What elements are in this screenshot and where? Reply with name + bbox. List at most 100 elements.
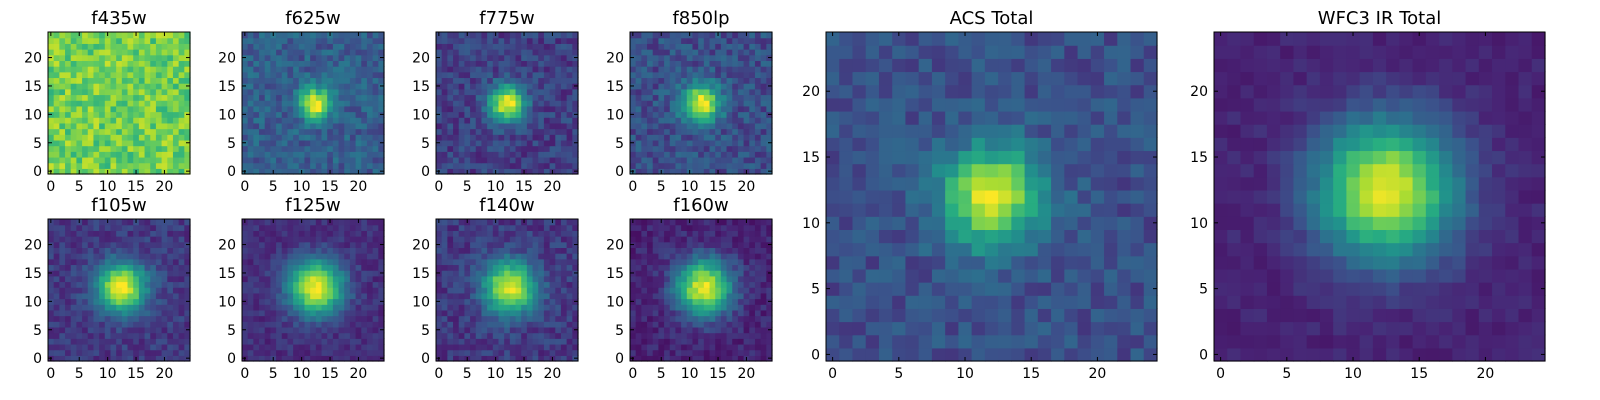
heatmap-cell xyxy=(470,168,477,175)
heatmap-cell xyxy=(53,230,60,237)
heatmap-cell xyxy=(327,309,334,317)
heatmap-cell xyxy=(155,94,163,101)
heatmap-cell xyxy=(475,355,483,362)
heatmap-cell xyxy=(658,292,665,300)
heatmap-cell xyxy=(555,349,562,356)
heatmap-cell xyxy=(572,287,579,294)
heatmap-cell xyxy=(458,236,465,243)
heatmap-cell xyxy=(344,60,351,67)
heatmap-cell xyxy=(76,349,83,356)
heatmap-cell xyxy=(321,88,328,96)
heatmap-cell xyxy=(726,111,733,118)
heatmap-cell xyxy=(453,111,460,118)
heatmap-cell xyxy=(498,304,505,311)
heatmap-cell xyxy=(630,304,637,311)
heatmap-cell xyxy=(720,281,728,288)
heatmap-cell xyxy=(70,275,77,283)
heatmap-cell xyxy=(247,122,254,130)
heatmap-cell xyxy=(366,32,374,39)
heatmap-cell xyxy=(532,241,539,248)
heatmap-cell xyxy=(458,43,465,50)
heatmap-cell xyxy=(470,219,477,226)
heatmap-cell xyxy=(338,304,345,311)
heatmap-cell xyxy=(349,270,357,277)
heatmap-cell xyxy=(641,332,648,339)
heatmap-cell xyxy=(378,117,385,124)
heatmap-cell xyxy=(259,224,266,231)
heatmap-cell xyxy=(470,355,477,362)
heatmap-cell xyxy=(172,162,180,169)
heatmap-cell xyxy=(664,117,671,124)
heatmap-cell xyxy=(349,298,357,305)
x-tick-label: 20 xyxy=(350,366,368,382)
heatmap-cell xyxy=(110,253,117,260)
heatmap-cell xyxy=(310,292,317,300)
heatmap-cell xyxy=(366,49,374,56)
heatmap-cell xyxy=(121,168,129,175)
heatmap-cell xyxy=(760,139,767,147)
heatmap-cell xyxy=(441,241,448,248)
heatmap-cell xyxy=(242,134,249,141)
heatmap-cell xyxy=(441,281,448,288)
heatmap-cell xyxy=(669,326,677,334)
heatmap-cell xyxy=(65,287,72,294)
heatmap-cell xyxy=(492,145,500,152)
heatmap-cell xyxy=(504,292,511,300)
heatmap-cell xyxy=(82,332,89,339)
heatmap-cell xyxy=(178,247,185,254)
heatmap-cell xyxy=(270,264,277,271)
heatmap-cell xyxy=(304,134,311,141)
heatmap-cell xyxy=(492,71,500,79)
heatmap-cell xyxy=(515,83,522,90)
heatmap-cell xyxy=(310,43,317,50)
heatmap-cell xyxy=(172,43,180,50)
heatmap-cell xyxy=(93,298,100,305)
heatmap-cell xyxy=(321,43,328,50)
heatmap-cell xyxy=(349,145,357,152)
x-tick-label: 0 xyxy=(240,366,249,382)
heatmap-cell xyxy=(150,287,157,294)
heatmap-cell xyxy=(487,219,494,226)
heatmap-cell xyxy=(481,315,488,322)
heatmap-cell xyxy=(270,315,277,322)
heatmap-cell xyxy=(560,139,568,147)
heatmap-cell xyxy=(572,77,579,84)
heatmap-cell xyxy=(242,77,249,84)
heatmap-cell xyxy=(766,145,773,152)
heatmap-cell xyxy=(555,94,562,101)
heatmap-cell xyxy=(298,54,306,61)
heatmap-cell xyxy=(515,321,522,328)
heatmap-cell xyxy=(504,281,511,288)
heatmap-cell xyxy=(332,134,340,141)
heatmap-cell xyxy=(253,304,260,311)
heatmap-cell xyxy=(692,355,699,362)
heatmap-cell xyxy=(555,270,562,277)
heatmap-cell xyxy=(259,60,266,67)
heatmap-cell xyxy=(310,162,317,169)
heatmap-cell xyxy=(669,343,677,351)
heatmap-cell xyxy=(766,332,773,339)
heatmap-cell xyxy=(555,236,562,243)
heatmap-cell xyxy=(709,287,716,294)
x-tick-label: 15 xyxy=(321,366,339,382)
heatmap-cell xyxy=(361,332,368,339)
heatmap-cell xyxy=(521,77,528,84)
heatmap-cell xyxy=(492,281,500,288)
heatmap-cell xyxy=(692,37,699,44)
heatmap-cell xyxy=(93,128,100,135)
heatmap-cell xyxy=(498,326,505,334)
heatmap-cell xyxy=(355,151,362,158)
heatmap-cell xyxy=(641,168,648,175)
heatmap-cell xyxy=(172,111,180,118)
heatmap-cell xyxy=(321,145,328,152)
heatmap-cell xyxy=(555,230,562,237)
heatmap-cell xyxy=(543,355,551,362)
heatmap-cell xyxy=(355,270,362,277)
heatmap-cell xyxy=(504,275,511,283)
heatmap-cell xyxy=(76,49,83,56)
heatmap-cell xyxy=(172,83,180,90)
heatmap-cell xyxy=(349,332,357,339)
heatmap-cell xyxy=(349,139,357,147)
heatmap-cell xyxy=(53,60,60,67)
